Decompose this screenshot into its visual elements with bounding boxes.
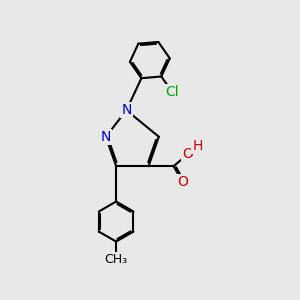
Text: N: N (100, 130, 111, 144)
Text: O: O (182, 148, 193, 161)
Text: H: H (193, 139, 203, 153)
Text: O: O (177, 175, 188, 189)
Text: N: N (121, 103, 132, 117)
Text: Cl: Cl (166, 85, 179, 99)
Text: CH₃: CH₃ (105, 253, 128, 266)
